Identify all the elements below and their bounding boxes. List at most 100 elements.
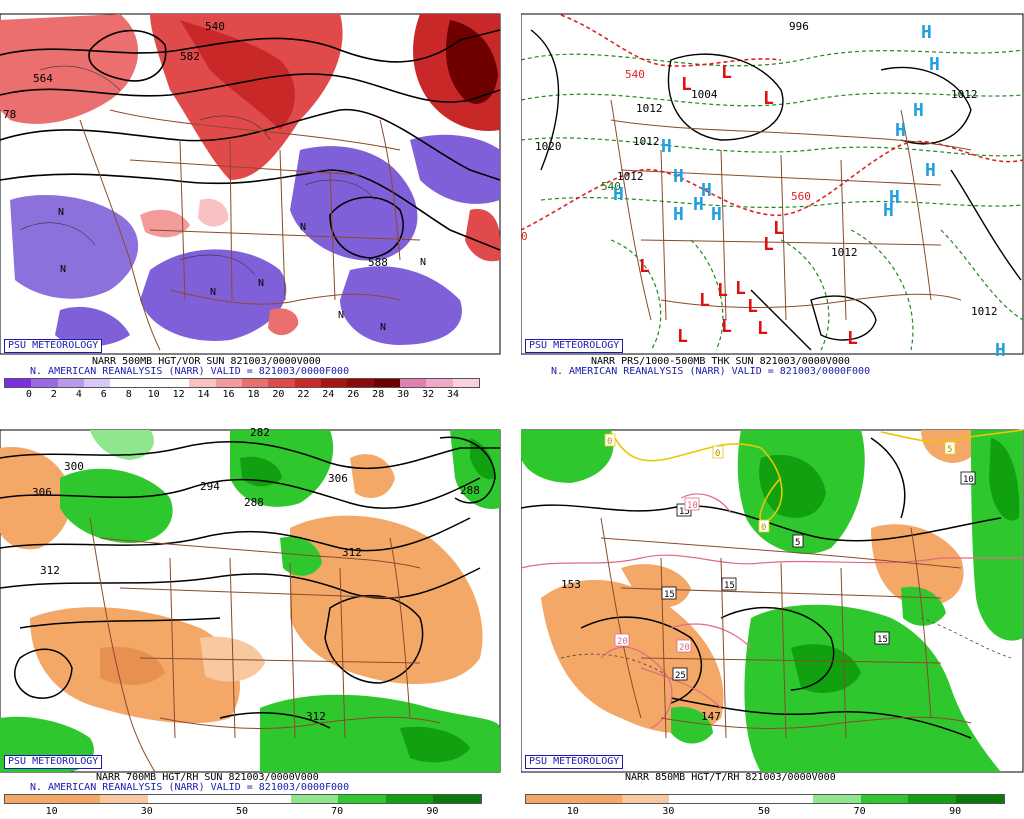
scale-swatch	[195, 795, 243, 803]
scale-swatch	[426, 379, 453, 387]
scale-tick-label: 34	[447, 389, 460, 400]
credit-badge: PSU METEOROLOGY	[4, 755, 103, 769]
vorticity-minimum-marker: N	[60, 264, 66, 275]
panel-pressure-thickness: 996 1004 1012 1020 1012 1012 1012 1012 1…	[521, 0, 1024, 400]
rh-scale-ticks: 10 30 50 70 90	[4, 806, 480, 818]
caption-valid-time: N. AMERICAN REANALYSIS (NARR) VALID = 82…	[551, 366, 871, 377]
scale-swatch	[717, 795, 765, 803]
isobar-label: 1004	[691, 88, 718, 101]
scale-swatch	[764, 795, 813, 803]
temperature-label: 20	[617, 637, 628, 647]
scale-tick-label: 28	[372, 389, 385, 400]
scale-tick-label: 18	[247, 389, 260, 400]
scale-tick-label: 16	[222, 389, 235, 400]
temperature-label: 0	[607, 437, 612, 447]
scale-tick-label: 10	[566, 806, 579, 817]
scale-tick-label: 70	[853, 806, 866, 817]
thickness-label: 540	[625, 68, 645, 81]
scale-swatch	[241, 379, 269, 387]
thickness-label: 0	[521, 230, 528, 243]
temperature-label: 15	[664, 590, 675, 600]
caption-product: NARR 700MB HGT/RH SUN 821003/0000V000	[96, 772, 319, 783]
isobar-label: 1012	[636, 102, 663, 115]
high-pressure-marker: H	[921, 22, 932, 43]
isobar-label: 996	[789, 20, 809, 33]
contour-label: 588	[368, 256, 388, 269]
low-pressure-marker: L	[639, 256, 650, 277]
credit-badge: PSU METEOROLOGY	[4, 339, 103, 353]
low-pressure-marker: L	[847, 328, 858, 349]
high-pressure-marker: H	[995, 340, 1006, 361]
scale-tick-label: 22	[297, 389, 310, 400]
scale-tick-label: 8	[125, 389, 132, 400]
contour-label: 582	[180, 50, 200, 63]
temperature-label: 5	[795, 538, 800, 548]
contour-label: 153	[561, 578, 581, 591]
credit-badge: PSU METEOROLOGY	[525, 339, 624, 353]
contour-label: 288	[460, 484, 480, 497]
scale-swatch	[669, 795, 718, 803]
contour-label: 306	[32, 486, 52, 499]
scale-swatch	[5, 379, 32, 387]
scale-swatch	[147, 795, 196, 803]
scale-swatch	[162, 379, 190, 387]
scale-swatch	[526, 795, 574, 803]
temperature-label: 15	[679, 507, 690, 517]
scale-swatch	[338, 795, 386, 803]
rh-color-scale	[525, 794, 1005, 804]
map-850mb-temperature-rh: 153 147 15 15 15 15 5 10 20 20 25 0	[521, 429, 1024, 773]
isobar-label: 1012	[617, 170, 644, 183]
scale-swatch	[215, 379, 242, 387]
scale-tick-label: 24	[322, 389, 335, 400]
caption-product: NARR PRS/1000-500MB THK SUN 821003/0000V…	[591, 356, 850, 367]
isobar-label: 1012	[951, 88, 978, 101]
contour-label: 294	[200, 480, 220, 493]
temperature-label: 5	[947, 445, 952, 455]
scale-tick-label: 26	[347, 389, 360, 400]
low-pressure-marker: L	[773, 218, 784, 239]
temperature-label: 15	[877, 635, 888, 645]
low-pressure-marker: L	[677, 326, 688, 347]
scale-swatch	[860, 795, 909, 803]
vorticity-minimum-marker: N	[420, 257, 426, 268]
scale-swatch	[385, 795, 434, 803]
temperature-label: 0	[715, 449, 720, 459]
scale-tick-label: 20	[272, 389, 285, 400]
contour-label: 306	[328, 472, 348, 485]
scale-swatch	[621, 795, 670, 803]
contour-label: 564	[33, 72, 53, 85]
contour-label: 300	[64, 460, 84, 473]
scale-tick-label: 4	[75, 389, 82, 400]
scale-swatch	[5, 795, 53, 803]
rh-color-scale	[4, 794, 482, 804]
vorticity-minimum-marker: N	[338, 310, 344, 321]
high-pressure-marker: H	[693, 194, 704, 215]
panel-850mb-temperature-rh: 153 147 15 15 15 15 5 10 20 20 25 0	[521, 418, 1024, 819]
scale-swatch	[320, 379, 348, 387]
low-pressure-marker: L	[681, 74, 692, 95]
scale-swatch	[189, 379, 216, 387]
scale-tick-label: 90	[949, 806, 962, 817]
scale-swatch	[268, 379, 295, 387]
scale-swatch	[452, 379, 479, 387]
scale-swatch	[100, 795, 148, 803]
isobar-label: 1020	[535, 140, 562, 153]
map-pressure-thickness: 996 1004 1012 1020 1012 1012 1012 1012 1…	[521, 13, 1024, 361]
contour-label: 312	[40, 564, 60, 577]
vorticity-minimum-marker: N	[258, 278, 264, 289]
high-pressure-marker: H	[895, 120, 906, 141]
temperature-label: 15	[724, 581, 735, 591]
low-pressure-marker: L	[699, 290, 710, 311]
contour-label: 540	[205, 20, 225, 33]
credit-badge: PSU METEOROLOGY	[525, 755, 624, 769]
isobar-label: 1012	[971, 305, 998, 318]
temperature-label: 10	[963, 475, 974, 485]
scale-tick-label: 90	[426, 806, 439, 817]
scale-swatch	[52, 795, 101, 803]
map-500mb-vorticity: 540 582 564 588 78 N N N N N N N N	[0, 13, 501, 355]
scale-tick-label: 50	[235, 806, 249, 817]
low-pressure-marker: L	[757, 318, 768, 339]
scale-tick-label: 10	[147, 389, 160, 400]
vorticity-minimum-marker: N	[58, 207, 64, 218]
scale-tick-label: 6	[100, 389, 107, 400]
